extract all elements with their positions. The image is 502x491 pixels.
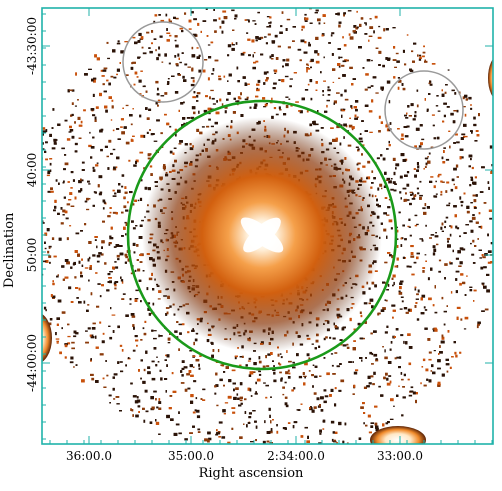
x-tick-labels: 36:00.0 35:00.0 2:34:00.0 33:00.0 <box>66 449 423 463</box>
point-source-top-right <box>488 56 502 100</box>
x-tick-label: 35:00.0 <box>168 449 214 463</box>
x-tick-label: 36:00.0 <box>66 449 112 463</box>
y-tick-label: -43:30:00 <box>25 17 39 75</box>
region-circle-right <box>385 71 463 149</box>
y-tick-label: 40:00 <box>25 153 39 188</box>
x-axis-title: Right ascension <box>0 466 502 481</box>
y-tick-labels: -43:30:00 40:00 50:00 -44:00:00 <box>25 17 39 392</box>
y-tick-label: -44:00:00 <box>25 334 39 392</box>
y-tick-label: 50:00 <box>25 238 39 273</box>
y-axis-title: Declination <box>2 213 17 288</box>
x-tick-label: 2:34:00.0 <box>267 449 325 463</box>
x-tick-label: 33:00.0 <box>377 449 423 463</box>
